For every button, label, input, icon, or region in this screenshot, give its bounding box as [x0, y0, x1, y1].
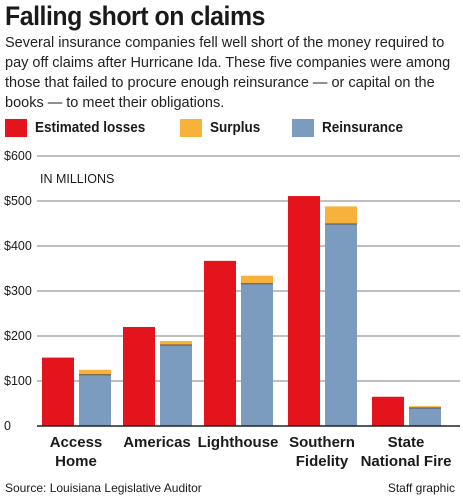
y-tick-label: $600	[4, 149, 32, 163]
bar-estimated-losses	[123, 327, 155, 426]
unit-label: IN MILLIONS	[40, 172, 115, 186]
bar-surplus	[409, 406, 441, 408]
x-category-label: Access	[50, 434, 103, 451]
legend-label-reinsurance: Reinsurance	[322, 119, 404, 136]
chart-subtitle: Several insurance companies fell well sh…	[5, 35, 451, 111]
bar-surplus	[79, 369, 111, 375]
bar-surplus	[160, 340, 192, 345]
legend-label-surplus: Surplus	[210, 119, 261, 136]
legend-swatch-estimated-losses	[5, 119, 27, 137]
bar-estimated-losses	[42, 357, 74, 426]
y-tick-label: $400	[4, 239, 32, 253]
chart-title: Falling short on claims	[5, 1, 265, 31]
legend-swatch-reinsurance	[292, 119, 314, 137]
bar-reinsurance	[79, 374, 111, 426]
bar-estimated-losses	[288, 196, 320, 426]
x-category-label: Home	[55, 453, 97, 470]
bar-surplus	[325, 206, 357, 224]
bar-surplus	[241, 275, 273, 284]
bar-reinsurance	[409, 408, 441, 426]
x-category-label: Fidelity	[296, 453, 349, 470]
legend-swatch-surplus	[180, 119, 202, 137]
y-tick-label: $300	[4, 284, 32, 298]
y-tick-label: $500	[4, 194, 32, 208]
x-category-label: Lighthouse	[198, 434, 279, 451]
bar-estimated-losses	[372, 396, 404, 426]
y-tick-label: 0	[4, 419, 11, 433]
credit-note: Staff graphic	[387, 481, 455, 495]
y-tick-label: $200	[4, 329, 32, 343]
y-tick-label: $100	[4, 374, 32, 388]
x-category-label: Southern	[289, 434, 355, 451]
x-category-label: National Fire	[361, 453, 452, 470]
x-category-label: Americas	[123, 434, 191, 451]
x-category-label: State	[388, 434, 425, 451]
legend-label-estimated-losses: Estimated losses	[35, 119, 146, 136]
bar-reinsurance	[325, 223, 357, 426]
bar-estimated-losses	[204, 260, 236, 426]
source-note: Source: Louisiana Legislative Auditor	[5, 481, 202, 495]
bar-reinsurance	[160, 345, 192, 426]
bar-reinsurance	[241, 283, 273, 426]
